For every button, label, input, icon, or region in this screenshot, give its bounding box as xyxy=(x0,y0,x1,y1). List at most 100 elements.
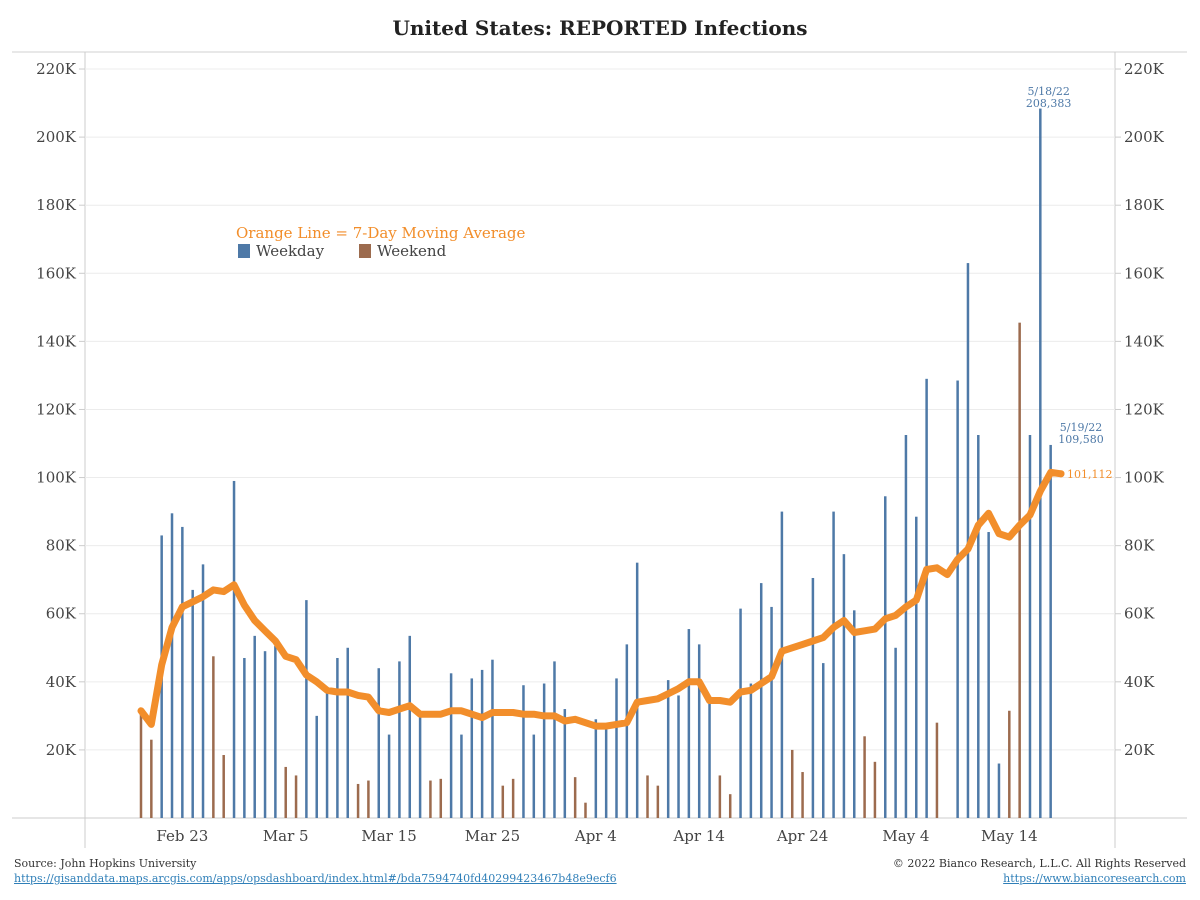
weekday-bar xyxy=(677,695,680,818)
chart-title: United States: REPORTED Infections xyxy=(392,16,808,40)
weekend-bar xyxy=(863,736,866,818)
weekday-bar xyxy=(832,511,835,818)
x-tick-label: Mar 25 xyxy=(465,827,520,845)
y-tick-label: 120K xyxy=(36,400,77,418)
x-tick-label: Mar 5 xyxy=(263,827,309,845)
weekday-bar xyxy=(811,577,815,818)
weekday-bar xyxy=(398,661,401,818)
weekday-bar xyxy=(263,651,267,818)
legend-heading: Orange Line = 7-Day Moving Average xyxy=(236,224,526,242)
x-tick-label: May 4 xyxy=(882,827,929,845)
weekday-bar xyxy=(181,526,184,818)
weekend-bar xyxy=(718,775,722,818)
weekday-bar xyxy=(635,562,639,818)
weekday-bar xyxy=(243,657,246,818)
y-tick-label: 100K xyxy=(36,469,77,487)
annotation-date: 5/19/22 xyxy=(1060,421,1102,434)
weekday-bar xyxy=(563,709,567,818)
weekend-bar xyxy=(439,778,443,818)
weekday-bar xyxy=(997,763,1001,818)
weekday-bar xyxy=(749,683,753,818)
weekday-bar xyxy=(594,719,598,818)
weekday-bar xyxy=(1039,108,1042,818)
weekday-bar xyxy=(697,644,701,818)
y-tick-label-right: 40K xyxy=(1124,673,1155,691)
weekday-bar xyxy=(377,668,381,818)
y-tick-label: 200K xyxy=(36,128,77,146)
x-tick-label: Apr 4 xyxy=(574,827,617,845)
y-tick-label-right: 120K xyxy=(1124,400,1165,418)
y-tick-label-right: 180K xyxy=(1124,196,1165,214)
weekend-bar xyxy=(935,722,939,818)
weekday-bar xyxy=(449,673,453,818)
weekday-bar xyxy=(615,678,618,818)
weekday-bar xyxy=(170,513,174,818)
weekday-bar xyxy=(821,663,825,818)
annotation-date: 5/18/22 xyxy=(1027,85,1069,98)
weekday-bar xyxy=(842,554,846,818)
legend-label-weekday: Weekday xyxy=(256,242,325,260)
weekday-bar xyxy=(687,629,691,818)
weekend-bar xyxy=(801,772,804,818)
weekend-bar xyxy=(511,778,515,818)
weekday-bar xyxy=(884,496,887,818)
weekend-bar xyxy=(646,775,649,818)
weekday-bar xyxy=(408,635,412,818)
weekend-bar xyxy=(728,794,732,818)
weekday-bar xyxy=(315,715,318,818)
moving-average-endpoint xyxy=(1057,470,1065,478)
source-link-container: https://gisanddata.maps.arcgis.com/apps/… xyxy=(14,872,617,885)
weekday-bar xyxy=(325,690,329,818)
weekday-bar xyxy=(305,600,308,818)
weekday-bar xyxy=(1049,444,1052,818)
weekday-bar xyxy=(491,659,494,818)
weekend-bar xyxy=(367,780,370,818)
weekday-bar xyxy=(418,714,422,818)
weekday-bar xyxy=(915,516,918,818)
weekend-bar xyxy=(501,785,505,818)
site-link-container: https://www.biancoresearch.com xyxy=(1003,872,1186,885)
legend-swatch-weekday xyxy=(238,244,250,258)
weekday-bar xyxy=(625,644,629,818)
weekend-bar xyxy=(1018,322,1021,818)
y-tick-label-right: 60K xyxy=(1124,605,1155,623)
weekday-bar xyxy=(191,589,194,818)
weekday-bar xyxy=(201,564,205,818)
weekday-bar xyxy=(987,532,990,818)
weekday-bar xyxy=(480,669,484,818)
y-tick-label-right: 80K xyxy=(1124,537,1155,555)
legend-label-weekend: Weekend xyxy=(377,242,447,260)
weekday-bar xyxy=(387,734,391,818)
y-tick-label: 180K xyxy=(36,196,77,214)
site-link[interactable]: https://www.biancoresearch.com xyxy=(1003,872,1186,885)
source-link[interactable]: https://gisanddata.maps.arcgis.com/apps/… xyxy=(14,872,617,885)
weekend-bar xyxy=(429,780,432,818)
weekday-bar xyxy=(1028,435,1032,818)
weekday-bar xyxy=(666,680,670,818)
y-tick-label: 160K xyxy=(36,264,77,282)
weekday-bar xyxy=(522,685,525,818)
weekday-bar xyxy=(708,702,711,818)
copyright-label: © 2022 Bianco Research, L.L.C. All Right… xyxy=(892,857,1186,870)
x-tick-label: Apr 24 xyxy=(776,827,828,845)
weekday-bar xyxy=(770,606,773,818)
weekend-bar xyxy=(584,802,587,818)
weekend-bar xyxy=(284,766,287,818)
weekday-bar xyxy=(977,435,980,818)
y-tick-label: 140K xyxy=(36,332,77,350)
x-tick-label: Mar 15 xyxy=(361,827,416,845)
weekday-bar xyxy=(336,657,339,818)
weekend-bar xyxy=(222,755,225,818)
weekday-bar xyxy=(894,647,897,818)
weekend-bar xyxy=(790,749,794,818)
weekday-bar xyxy=(232,480,236,818)
weekday-bar xyxy=(956,380,959,818)
weekday-bar xyxy=(759,583,763,818)
y-tick-label-right: 100K xyxy=(1124,469,1165,487)
weekday-bar xyxy=(553,661,556,818)
weekday-bar xyxy=(532,734,536,818)
weekend-bar xyxy=(356,783,360,818)
y-tick-label: 220K xyxy=(36,60,77,78)
x-tick-label: Apr 14 xyxy=(672,827,724,845)
